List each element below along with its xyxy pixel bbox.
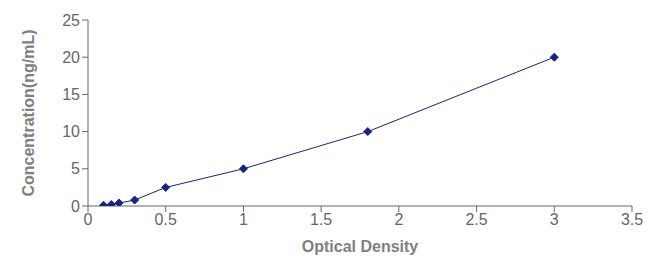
svg-text:3.5: 3.5 (621, 211, 643, 228)
svg-text:2: 2 (394, 211, 403, 228)
svg-text:0.5: 0.5 (155, 211, 177, 228)
svg-text:5: 5 (71, 160, 80, 177)
svg-text:1.5: 1.5 (310, 211, 332, 228)
svg-text:0: 0 (71, 198, 80, 215)
svg-text:0: 0 (84, 211, 93, 228)
svg-text:10: 10 (62, 123, 80, 140)
svg-text:1: 1 (239, 211, 248, 228)
svg-text:20: 20 (62, 49, 80, 66)
svg-text:Optical Density: Optical Density (302, 238, 419, 255)
svg-text:2.5: 2.5 (465, 211, 487, 228)
svg-text:Concentration(ng/mL): Concentration(ng/mL) (20, 29, 37, 196)
svg-text:25: 25 (62, 12, 80, 29)
svg-text:15: 15 (62, 86, 80, 103)
svg-text:3: 3 (550, 211, 559, 228)
